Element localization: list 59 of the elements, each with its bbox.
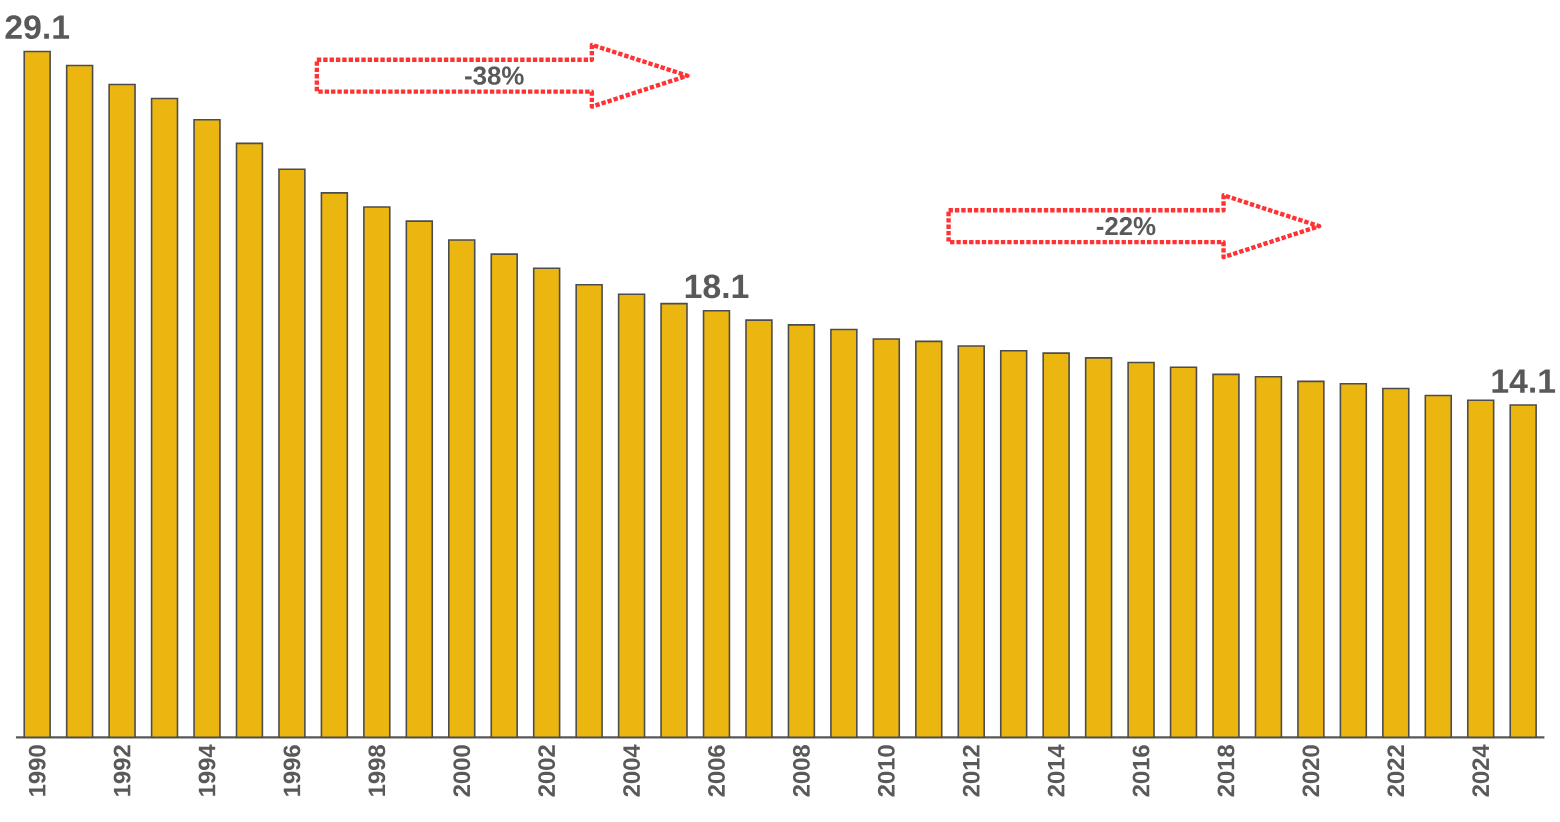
bar <box>575 283 603 739</box>
annotation: -38% <box>465 66 524 85</box>
bar <box>363 206 391 739</box>
bar <box>278 168 306 739</box>
bar <box>193 118 221 739</box>
bar <box>23 50 51 739</box>
x-tick-label: 2004 <box>623 744 640 797</box>
bar <box>1424 394 1453 739</box>
bar <box>745 319 773 739</box>
x-tick-label: 2008 <box>792 745 810 797</box>
bar <box>617 293 646 739</box>
x-tick-label: 1998 <box>368 745 386 796</box>
data-label: 18.1 <box>685 274 749 299</box>
bar <box>1084 357 1113 739</box>
bar <box>1127 361 1155 739</box>
bar <box>235 142 264 739</box>
bar <box>830 328 858 739</box>
x-tick-label: 2000 <box>453 745 471 797</box>
bar <box>660 302 688 739</box>
bar <box>787 324 816 739</box>
data-label: 29.1 <box>5 15 70 40</box>
bar <box>1212 373 1240 739</box>
bar <box>957 345 985 739</box>
bar <box>1466 399 1495 739</box>
x-tick-label: 1990 <box>28 745 46 796</box>
x-tick-label: 2020 <box>1302 745 1320 797</box>
bar <box>320 192 349 739</box>
annotation: -22% <box>1096 217 1156 236</box>
bar <box>1339 382 1368 739</box>
bar <box>872 338 901 739</box>
x-tick-label: 2010 <box>877 745 895 797</box>
bar <box>1169 366 1198 739</box>
bar <box>150 97 179 739</box>
bar <box>1297 380 1325 739</box>
x-tick-label: 2024 <box>1472 744 1490 797</box>
x-tick-label: 1994 <box>198 744 216 796</box>
bar <box>999 349 1028 739</box>
x-tick-label: 2022 <box>1387 745 1405 797</box>
bar <box>915 340 943 739</box>
bar <box>1042 352 1070 739</box>
x-tick-label: 1992 <box>113 745 131 796</box>
bar <box>108 83 136 739</box>
bar <box>490 253 518 739</box>
bar <box>1382 387 1410 739</box>
bar <box>532 267 561 739</box>
x-tick-label: 2018 <box>1217 745 1235 797</box>
bar <box>405 220 434 739</box>
x-tick-label: 2016 <box>1132 745 1150 797</box>
x-tick-label: 2014 <box>1047 744 1065 797</box>
data-label: 14.1 <box>1492 369 1556 393</box>
bar <box>1509 404 1537 739</box>
bar <box>702 309 731 739</box>
x-tick-label: 1996 <box>283 745 301 796</box>
x-tick-label: 2006 <box>708 745 725 797</box>
x-tick-label: 2002 <box>538 745 556 797</box>
bar <box>65 64 94 739</box>
bar <box>447 239 476 739</box>
x-tick-label: 2012 <box>962 745 980 797</box>
bar <box>1254 375 1283 739</box>
